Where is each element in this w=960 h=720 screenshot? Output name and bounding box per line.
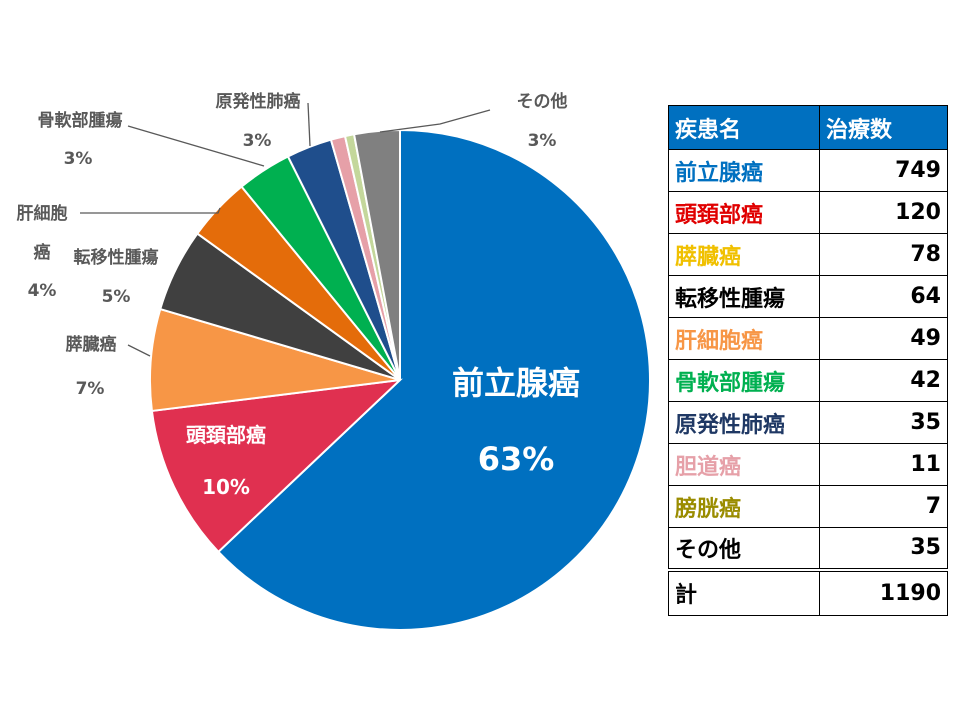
cell-disease-name: 転移性腫瘍	[668, 275, 820, 318]
cell-disease-name: 肝細胞癌	[668, 317, 820, 360]
leader-line-other	[379, 109, 491, 133]
table-total-row: 計 1190	[668, 567, 948, 616]
table-row: 原発性肺癌 35	[668, 401, 948, 444]
cell-disease-name: 胆道癌	[668, 443, 820, 486]
slice-label-pancreas: 膵臓癌	[66, 334, 117, 355]
cell-treatment-count: 35	[819, 527, 948, 570]
cell-treatment-count: 11	[819, 443, 948, 486]
pie-slice-9	[352, 128, 401, 381]
cell-treatment-count: 35	[819, 401, 948, 444]
cell-treatment-count: 42	[819, 359, 948, 402]
slice-label-metastatic: 転移性腫瘍	[74, 247, 159, 268]
slice-label-other: その他	[517, 91, 568, 112]
cell-treatment-count: 64	[819, 275, 948, 318]
cell-treatment-count: 49	[819, 317, 948, 360]
cell-disease-name: 頭頚部癌	[668, 191, 820, 234]
slice-label-lung: 原発性肺癌	[216, 91, 301, 112]
table-row: 骨軟部腫瘍 42	[668, 359, 948, 402]
cell-treatment-count: 7	[819, 485, 948, 528]
cell-total-count: 1190	[819, 567, 948, 616]
pie-chart: 前立腺癌 63% 頭頚部癌 10% 骨軟部腫瘍 3% 原発性肺癌 3% その他 …	[17, 91, 651, 631]
slice-label-liver-line2: 癌	[34, 242, 51, 263]
treatment-count-table: 疾患名 治療数 前立腺癌 749 頭頚部癌 120 膵臓癌 78 転移性腫瘍 64 肝細胞癌 49…	[668, 105, 948, 616]
slice-label-headneck: 頭頚部癌	[186, 423, 266, 447]
cell-disease-name: 膀胱癌	[668, 485, 820, 528]
slice-percent-prostate: 63%	[478, 440, 555, 478]
table-row: 前立腺癌 749	[668, 149, 948, 192]
pie-slice-0	[216, 128, 651, 631]
table-row: 膵臓癌 78	[668, 233, 948, 276]
cell-total-label: 計	[668, 567, 820, 616]
cell-disease-name: 原発性肺癌	[668, 401, 820, 444]
slice-label-liver-line1: 肝細胞	[17, 203, 68, 224]
table-row: 膀胱癌 7	[668, 485, 948, 528]
slice-percent-bone: 3%	[64, 149, 93, 169]
leader-line-pancreas	[127, 344, 151, 357]
slice-percent-headneck: 10%	[202, 475, 250, 499]
cell-treatment-count: 120	[819, 191, 948, 234]
cell-treatment-count: 749	[819, 149, 948, 192]
header-treatment-count: 治療数	[819, 105, 948, 150]
table-header-row: 疾患名 治療数	[668, 105, 948, 150]
slice-percent-liver: 4%	[28, 281, 57, 301]
table-row: その他 35	[668, 527, 948, 570]
table-row: 転移性腫瘍 64	[668, 275, 948, 318]
cell-disease-name: 前立腺癌	[668, 149, 820, 192]
pie-slice-1	[150, 378, 403, 554]
pie-slices	[149, 128, 651, 631]
slice-percent-other: 3%	[528, 131, 557, 151]
leader-line-lung	[307, 102, 311, 147]
cell-disease-name: 膵臓癌	[668, 233, 820, 276]
slice-percent-lung: 3%	[243, 131, 272, 151]
cell-disease-name: 骨軟部腫瘍	[668, 359, 820, 402]
cell-disease-name: その他	[668, 527, 820, 570]
slice-percent-pancreas: 7%	[76, 379, 105, 399]
table-body: 前立腺癌 749 頭頚部癌 120 膵臓癌 78 転移性腫瘍 64 肝細胞癌 49 骨軟部腫瘍 42 原…	[668, 149, 948, 616]
cell-treatment-count: 78	[819, 233, 948, 276]
slice-label-bone: 骨軟部腫瘍	[38, 110, 123, 131]
table-row: 胆道癌 11	[668, 443, 948, 486]
slice-percent-metastatic: 5%	[102, 287, 131, 307]
slice-label-prostate: 前立腺癌	[452, 364, 580, 402]
header-disease-name: 疾患名	[668, 105, 820, 150]
table-row: 肝細胞癌 49	[668, 317, 948, 360]
leader-line-liver	[80, 207, 221, 214]
leader-line-bone	[127, 125, 265, 167]
table-row: 頭頚部癌 120	[668, 191, 948, 234]
